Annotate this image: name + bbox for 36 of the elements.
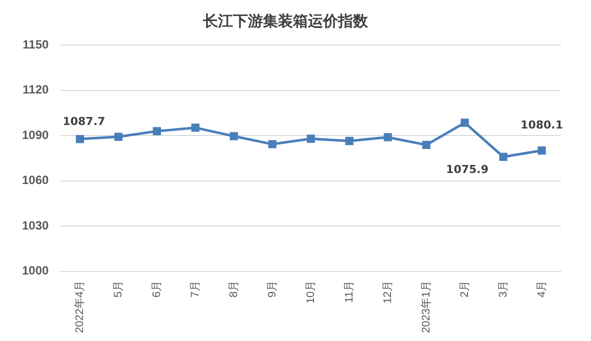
x-tick-label: 9月 (266, 280, 278, 298)
x-tick-label: 11月 (343, 280, 356, 303)
point (538, 146, 546, 155)
point (345, 136, 354, 146)
chart-title: 长江下游集装箱运价指数 (202, 12, 369, 30)
point (191, 124, 200, 132)
x-tick-label: 10月 (304, 280, 317, 304)
point (230, 132, 238, 140)
x-tick-label: 12月 (382, 280, 394, 304)
point (114, 132, 122, 141)
y-tick-label: 1120 (22, 82, 50, 97)
x-tick-label: 2022年4月 (74, 280, 86, 334)
y-tick-label: 1150 (22, 37, 50, 52)
point (384, 133, 392, 142)
data-label: 1080.1 (520, 118, 563, 132)
y-tick-label: 1090 (22, 128, 50, 142)
x-tick-label: 7月 (189, 280, 202, 298)
x-tick-label: 8月 (228, 280, 240, 298)
y-tick-label: 1060 (22, 173, 50, 188)
x-tick-label: 4月 (536, 280, 548, 298)
x-tick-label: 6月 (150, 280, 163, 298)
x-tick-label: 2月 (458, 280, 471, 298)
data-label: 1075.9 (446, 162, 488, 176)
x-tick-label: 2023年1月 (420, 280, 432, 334)
point (499, 152, 508, 161)
y-tick-label: 1000 (22, 264, 50, 278)
point (460, 118, 469, 127)
point (422, 140, 430, 149)
point (268, 140, 276, 148)
y-tick-label: 1030 (22, 218, 50, 232)
x-tick-label: 3月 (497, 280, 510, 298)
data-label: 1087.7 (62, 115, 106, 128)
x-tick-label: 5月 (112, 280, 124, 298)
point (76, 134, 84, 144)
point (152, 127, 161, 136)
point (306, 134, 315, 143)
